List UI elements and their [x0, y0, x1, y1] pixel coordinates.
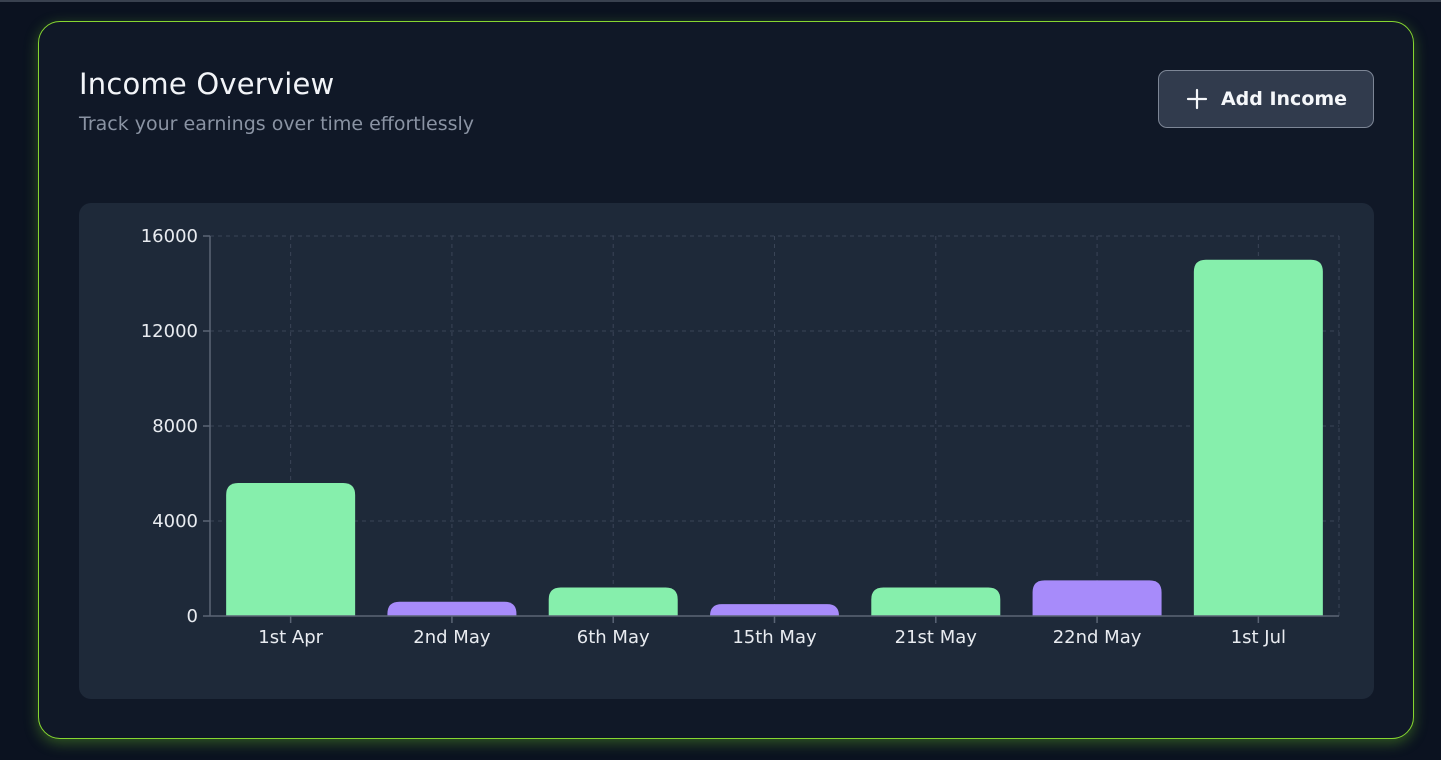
chart-panel: 0 4000 8000 12000 16000 1st Apr 2nd May 6th May… — [79, 203, 1374, 699]
bar-15th-may — [710, 604, 839, 616]
y-tick-label: 0 — [187, 606, 198, 627]
x-tick-label: 15th May — [732, 627, 817, 648]
x-tick-label: 6th May — [577, 627, 650, 648]
bar-1st-jul — [1193, 259, 1323, 616]
x-tick-label: 1st Apr — [258, 627, 323, 648]
bar-22nd-may — [1032, 580, 1162, 616]
y-tick-label: 8000 — [152, 416, 198, 437]
income-bar-chart: 0 4000 8000 12000 16000 1st Apr 2nd May 6th May… — [141, 226, 1340, 648]
x-tick-label: 2nd May — [413, 627, 491, 648]
plus-icon — [1185, 87, 1209, 111]
income-overview-card: Income Overview Track your earnings over… — [38, 21, 1414, 739]
window-top-border — [0, 0, 1441, 2]
y-tick-label: 16000 — [141, 226, 198, 247]
bar-2nd-may — [387, 601, 517, 616]
page-subtitle: Track your earnings over time effortless… — [79, 113, 475, 135]
x-tick-label: 1st Jul — [1231, 627, 1286, 648]
bar-1st-apr — [226, 483, 356, 616]
y-tick-label: 12000 — [141, 321, 198, 342]
add-income-label: Add Income — [1220, 88, 1348, 110]
y-tick-label: 4000 — [152, 511, 198, 532]
add-income-button[interactable]: Add Income — [1158, 70, 1374, 128]
x-tick-label: 22nd May — [1053, 627, 1142, 648]
page-title: Income Overview — [79, 67, 335, 101]
bar-21st-may — [871, 587, 1001, 616]
bar-6th-may — [548, 587, 678, 616]
x-tick-label: 21st May — [895, 627, 978, 648]
